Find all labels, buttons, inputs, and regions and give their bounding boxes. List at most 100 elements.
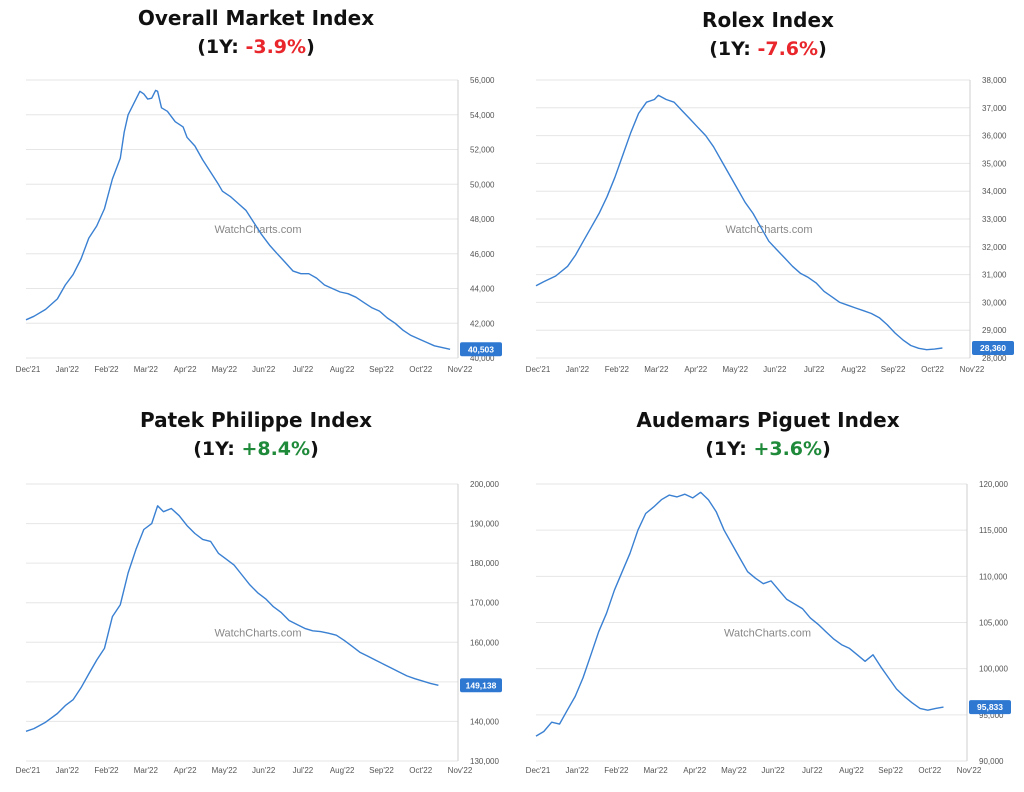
series-line[interactable] [535, 491, 944, 737]
x-tick-label: Feb'22 [94, 766, 119, 775]
y-tick-label: 34,000 [982, 187, 1007, 196]
x-tick-label: Jan'22 [56, 766, 80, 775]
x-tick-label: Oct'22 [918, 766, 941, 775]
x-tick-label: Nov'22 [448, 365, 473, 374]
last-value-badge [972, 340, 1014, 355]
x-tick-label: Jan'22 [566, 365, 590, 374]
y-tick-label: 160,000 [470, 638, 499, 647]
y-tick-label: 50,000 [470, 180, 495, 189]
last-value-badge [969, 700, 1011, 715]
chart-panel-overall: Overall Market Index (1Y: -3.9%) 40,000 4… [0, 0, 512, 396]
x-tick-label: Jan'22 [566, 766, 590, 775]
y-tick-label: 200,000 [470, 480, 499, 489]
x-tick-label: Sep'22 [878, 766, 903, 775]
y-tick-label: 42,000 [470, 319, 495, 328]
x-tick-label: Jun'22 [252, 365, 276, 374]
x-tick-label: Jan'22 [56, 365, 80, 374]
x-tick-label: Nov'22 [957, 766, 982, 775]
chart-title: Overall Market Index [137, 6, 375, 30]
y-tick-label: 46,000 [470, 250, 495, 259]
x-tick-label: Feb'22 [605, 365, 630, 374]
y-tick-label: 33,000 [982, 215, 1007, 224]
y-tick-label: 180,000 [470, 559, 499, 568]
y-tick-label: 130,000 [470, 757, 499, 766]
y-tick-label: 48,000 [470, 215, 495, 224]
last-value-label: 95,833 [977, 702, 1003, 712]
y-tick-label: 36,000 [982, 132, 1007, 141]
y-tick-label: 190,000 [470, 520, 499, 529]
change-value: +3.6% [753, 438, 823, 460]
x-tick-label: Feb'22 [604, 766, 629, 775]
x-tick-label: Jun'22 [252, 766, 276, 775]
line-chart[interactable]: 130,000140,000150,000160,000170,000180,0… [0, 396, 512, 792]
last-value-badge [460, 342, 502, 357]
y-tick-label: 38,000 [982, 76, 1007, 85]
x-tick-label: Aug'22 [330, 365, 355, 374]
x-tick-label: Sep'22 [369, 766, 394, 775]
x-tick-label: Aug'22 [841, 365, 866, 374]
last-value-label: 40,503 [468, 344, 494, 354]
x-tick-label: Dec'21 [16, 365, 41, 374]
y-tick-label: 105,000 [979, 619, 1008, 628]
x-tick-label: Mar'22 [644, 365, 669, 374]
y-tick-label: 37,000 [982, 104, 1007, 113]
change-value: -7.6% [757, 38, 819, 60]
chart-subtitle: (1Y: -3.9%) [197, 36, 315, 58]
last-value-label: 28,360 [980, 343, 1006, 353]
x-tick-label: Mar'22 [643, 766, 668, 775]
chart-subtitle: (1Y: +3.6%) [705, 438, 831, 460]
x-tick-label: Jul'22 [293, 365, 314, 374]
x-tick-label: May'22 [721, 766, 747, 775]
last-value-label: 149,138 [466, 680, 497, 690]
y-tick-label: 110,000 [979, 572, 1008, 581]
x-tick-label: Jun'22 [763, 365, 787, 374]
x-tick-label: Mar'22 [134, 766, 159, 775]
y-tick-label: 52,000 [470, 146, 495, 155]
x-tick-label: Apr'22 [174, 365, 197, 374]
chart-subtitle: (1Y: -7.6%) [709, 38, 827, 60]
chart-title: Audemars Piguet Index [636, 408, 900, 432]
x-tick-label: Mar'22 [134, 365, 159, 374]
watermark: WatchCharts.com [725, 224, 812, 236]
y-tick-label: 120,000 [979, 480, 1008, 489]
change-value: -3.9% [245, 36, 307, 58]
chart-panel-patek: Patek Philippe Index (1Y: +8.4%) 130,000… [0, 396, 512, 792]
watermark: WatchCharts.com [724, 628, 811, 640]
x-tick-label: Nov'22 [960, 365, 985, 374]
x-tick-label: Feb'22 [94, 365, 119, 374]
x-tick-label: Dec'21 [526, 365, 551, 374]
y-tick-label: 32,000 [982, 243, 1007, 252]
y-tick-label: 30,000 [982, 298, 1007, 307]
y-tick-label: 31,000 [982, 271, 1007, 280]
y-tick-label: 115,000 [979, 526, 1008, 535]
chart-panel-audemars: Audemars Piguet Index (1Y: +3.6%) 90,000… [512, 396, 1024, 792]
x-tick-label: Jul'22 [293, 766, 314, 775]
watermark: WatchCharts.com [214, 628, 301, 640]
x-tick-label: Apr'22 [684, 365, 707, 374]
x-tick-label: Sep'22 [369, 365, 394, 374]
series-line[interactable] [25, 89, 451, 350]
line-chart[interactable]: 90,000 95,000 100,000 105,000 110,000 115,000… [512, 396, 1024, 792]
chart-subtitle: (1Y: +8.4%) [193, 438, 319, 460]
x-tick-label: Oct'22 [921, 365, 944, 374]
y-tick-label: 90,000 [979, 757, 1004, 766]
x-tick-label: Oct'22 [409, 365, 432, 374]
y-tick-label: 100,000 [979, 665, 1008, 674]
x-tick-label: Sep'22 [881, 365, 906, 374]
x-tick-label: Nov'22 [448, 766, 473, 775]
y-tick-label: 56,000 [470, 76, 495, 85]
y-tick-label: 54,000 [470, 111, 495, 120]
y-tick-label: 35,000 [982, 159, 1007, 168]
last-value-badge [460, 678, 502, 693]
y-tick-label: 40,000 [470, 354, 495, 363]
series-line[interactable] [25, 505, 439, 732]
chart-panel-rolex: Rolex Index (1Y: -7.6%) 28,000 29,000 30,0… [512, 0, 1024, 396]
y-tick-label: 44,000 [470, 285, 495, 294]
x-tick-label: Jul'22 [802, 766, 823, 775]
line-chart[interactable]: 40,000 42,000 44,000 46,000 48,000 50,000 52,0… [0, 0, 512, 396]
series-line[interactable] [535, 94, 943, 351]
y-tick-label: 140,000 [470, 717, 499, 726]
x-tick-label: Dec'21 [16, 766, 41, 775]
x-tick-label: Apr'22 [683, 766, 706, 775]
line-chart[interactable]: 28,000 29,000 30,000 31,000 32,000 33,000 34,0… [512, 0, 1024, 396]
